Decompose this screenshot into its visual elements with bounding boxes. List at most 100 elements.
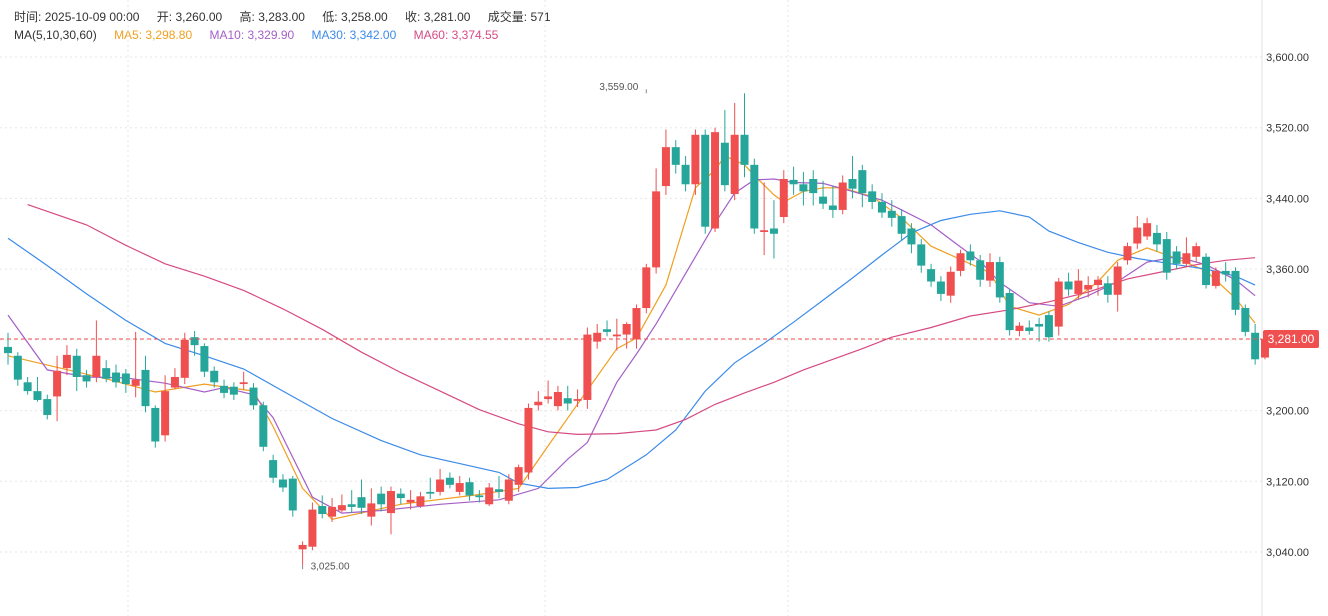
close-field: 收: 3,281.00 xyxy=(405,10,471,24)
candle-body xyxy=(13,355,22,380)
candle-body xyxy=(730,134,739,195)
candle-body xyxy=(1005,293,1014,331)
candle-body xyxy=(445,477,454,485)
candle-body xyxy=(789,179,798,185)
candle-body xyxy=(868,191,877,202)
candle-body xyxy=(1231,270,1240,310)
candle-body xyxy=(986,262,994,281)
y-tick-label: 3,360.00 xyxy=(1266,264,1309,276)
candle-body xyxy=(269,460,278,478)
candle-body xyxy=(1182,253,1191,264)
candle-body xyxy=(1103,283,1112,295)
candle-body xyxy=(1202,256,1211,286)
candle-body xyxy=(779,178,788,217)
candle-body xyxy=(838,182,847,210)
candle-body xyxy=(386,491,395,514)
candle-body xyxy=(995,262,1004,298)
candle-body xyxy=(1152,232,1161,245)
candle-body xyxy=(298,544,307,550)
candle-body xyxy=(337,505,346,511)
candle-body xyxy=(62,354,71,369)
candle-body xyxy=(819,196,828,204)
candle-body xyxy=(1015,325,1024,332)
candle-body xyxy=(485,487,494,505)
candle-body xyxy=(887,210,896,218)
candle-body xyxy=(858,170,867,194)
candle-body xyxy=(534,401,543,406)
candle-body xyxy=(524,407,533,473)
candle-body xyxy=(259,405,268,447)
last-price-badge xyxy=(1263,329,1319,348)
candle-body xyxy=(828,205,837,210)
candle-body xyxy=(220,385,229,393)
candle-body xyxy=(671,147,680,165)
candle-body xyxy=(544,396,553,400)
candle-body xyxy=(1044,315,1053,338)
candle-body xyxy=(593,332,602,342)
candle-body xyxy=(897,216,906,234)
candle-body xyxy=(1035,323,1044,327)
candle-body xyxy=(1251,332,1260,360)
ohlc-header: 时间: 2025-10-09 00:00 开: 3,260.00 高: 3,28… xyxy=(14,8,565,25)
candle-body xyxy=(750,164,759,229)
candle-body xyxy=(288,478,297,511)
candle-body xyxy=(642,267,651,309)
candle-body xyxy=(190,337,199,346)
candle-body xyxy=(210,370,219,383)
candle-body xyxy=(141,369,150,407)
low-annotation: 3,025.00 xyxy=(311,561,350,572)
candle-body xyxy=(612,334,621,337)
candle-body xyxy=(396,493,405,499)
candle-body xyxy=(1113,266,1122,295)
candle-body xyxy=(72,355,81,377)
ma30-legend: MA30: 3,342.00 xyxy=(311,28,397,42)
candle-body xyxy=(907,228,916,245)
candle-body xyxy=(946,271,955,296)
candle-body xyxy=(711,132,720,229)
candle-body xyxy=(1084,285,1093,290)
ma5-legend: MA5: 3,298.80 xyxy=(114,28,193,42)
candle-body xyxy=(691,134,700,185)
candle-body xyxy=(200,346,209,372)
candle-body xyxy=(308,509,317,547)
candle-body xyxy=(1211,270,1220,286)
candle-body xyxy=(1133,227,1142,244)
candle-body xyxy=(848,178,857,189)
candle-body xyxy=(1260,338,1269,358)
y-tick-label: 3,040.00 xyxy=(1266,547,1309,559)
candle-body xyxy=(82,375,91,382)
candle-body xyxy=(347,504,356,507)
candle-body xyxy=(102,368,111,379)
ma10-legend: MA10: 3,329.90 xyxy=(209,28,295,42)
y-tick-label: 3,520.00 xyxy=(1266,123,1309,135)
low-field: 低: 3,258.00 xyxy=(322,10,388,24)
candle-body xyxy=(131,379,140,386)
candle-body xyxy=(406,499,415,503)
last-price-label: 3,281.00 xyxy=(1268,332,1315,346)
candle-body xyxy=(4,346,12,354)
candle-body xyxy=(1064,281,1073,290)
candle-body xyxy=(720,142,729,186)
candle-body xyxy=(1025,327,1034,332)
candle-body xyxy=(328,506,337,517)
candle-body xyxy=(553,392,562,407)
candle-body xyxy=(1054,281,1063,327)
candle-body xyxy=(622,323,631,335)
candle-body xyxy=(249,387,258,406)
candle-body xyxy=(1172,251,1181,264)
candle-body xyxy=(1192,246,1201,257)
candle-body xyxy=(121,373,130,385)
candle-body xyxy=(229,386,238,395)
candle-body xyxy=(966,251,975,261)
candle-body xyxy=(239,382,248,385)
candle-body xyxy=(809,178,818,194)
candle-body xyxy=(701,134,710,227)
candle-body xyxy=(927,269,936,282)
candle-body xyxy=(1162,239,1171,273)
candle-body xyxy=(563,398,572,404)
candle-body xyxy=(504,479,513,501)
y-tick-label: 3,600.00 xyxy=(1266,52,1309,64)
candle-body xyxy=(799,184,808,192)
candle-body xyxy=(1074,280,1083,294)
